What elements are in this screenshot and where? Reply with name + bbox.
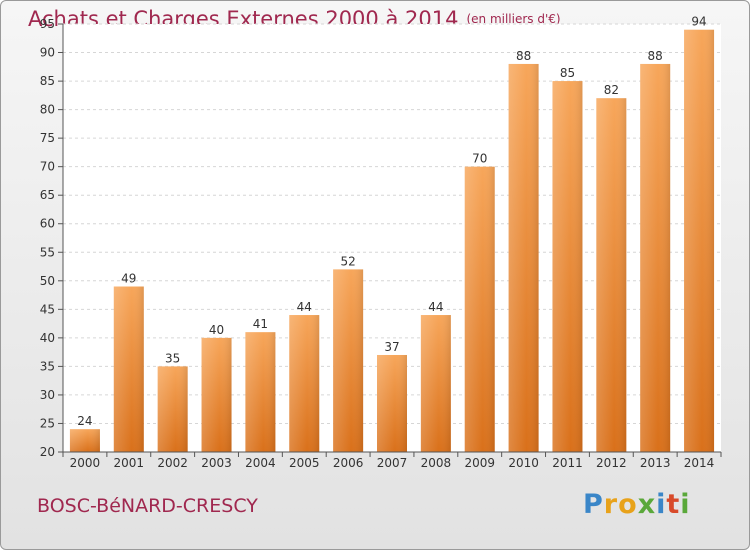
bar-value-label: 82 (604, 83, 619, 97)
x-tick-label: 2008 (421, 456, 452, 470)
y-tick-label: 95 (40, 17, 55, 31)
bar-shade (69, 429, 100, 452)
bar-value-label: 88 (648, 49, 663, 63)
x-tick-label: 2007 (377, 456, 408, 470)
y-tick-label: 60 (40, 217, 55, 231)
bar-shade (552, 81, 583, 453)
y-tick-label: 45 (40, 302, 55, 316)
y-tick-label: 75 (40, 131, 55, 145)
y-tick-label: 30 (40, 388, 55, 402)
x-tick-label: 2003 (201, 456, 232, 470)
x-tick-label: 2004 (245, 456, 276, 470)
logo-letter: i (680, 489, 691, 520)
proxiti-logo: Proxiti (583, 489, 691, 520)
y-tick-label: 50 (40, 274, 55, 288)
bar-shade (157, 366, 188, 452)
axes: 20 25 30 35 40 45 50 55 60 65 70 75 80 85 90 95 2000 2001… (40, 17, 722, 470)
bar-value-label: 94 (691, 15, 706, 29)
bar-shade (113, 286, 144, 452)
bar-value-label: 85 (560, 66, 575, 80)
bar-shade (684, 29, 715, 453)
logo-letter: o (618, 489, 638, 520)
y-tick-label: 25 (40, 416, 55, 430)
logo-letter: x (637, 489, 657, 520)
bar-value-label: 70 (472, 152, 487, 166)
y-tick-label: 35 (40, 359, 55, 373)
y-tick-label: 85 (40, 74, 55, 88)
bars: 24 49 35 40 41 44 52 37 44 70 88 85 82 88 94 (69, 15, 715, 453)
x-tick-label: 2009 (464, 456, 495, 470)
bar-shade (377, 354, 407, 452)
bar-shade (245, 332, 276, 452)
x-tick-label: 2000 (70, 456, 101, 470)
logo-letter: t (666, 489, 681, 520)
bar-value-label: 52 (340, 254, 355, 268)
bar-shade (333, 269, 364, 452)
y-tick-label: 55 (40, 245, 55, 259)
bar-shade (289, 315, 320, 452)
x-tick-label: 2012 (596, 456, 627, 470)
bar-shade (640, 63, 671, 453)
bar-value-label: 88 (516, 49, 531, 63)
bar-value-label: 40 (209, 323, 224, 337)
logo-letter: r (603, 489, 619, 520)
bar-shade (201, 337, 232, 452)
bar-value-label: 44 (297, 300, 312, 314)
x-tick-label: 2011 (552, 456, 583, 470)
y-tick-label: 65 (40, 188, 55, 202)
bar-shade (508, 63, 539, 453)
bar-value-label: 44 (428, 300, 443, 314)
y-tick-label: 80 (40, 103, 55, 117)
bar-value-label: 24 (77, 414, 92, 428)
bar-value-label: 41 (253, 317, 268, 331)
bar-shade (420, 315, 451, 452)
y-tick-label: 90 (40, 46, 55, 60)
bar-shade (464, 166, 495, 452)
x-tick-label: 2006 (333, 456, 364, 470)
x-tick-label: 2002 (157, 456, 188, 470)
y-tick-label: 40 (40, 331, 55, 345)
bar-value-label: 49 (121, 272, 136, 286)
chart-subtitle: (en milliers d'€) (466, 12, 561, 26)
logo-letter: i (656, 489, 667, 520)
bar-value-label: 37 (384, 340, 399, 354)
bar-value-label: 35 (165, 351, 180, 365)
town-name: BOSC-BéNARD-CRESCY (37, 495, 258, 517)
logo-letter: P (583, 489, 604, 520)
bar-shade (596, 98, 627, 452)
y-tick-label: 20 (40, 445, 55, 459)
x-tick-label: 2013 (640, 456, 671, 470)
x-tick-label: 2001 (114, 456, 145, 470)
x-tick-label: 2005 (289, 456, 320, 470)
y-tick-label: 70 (40, 160, 55, 174)
x-tick-label: 2014 (684, 456, 715, 470)
x-tick-label: 2010 (508, 456, 539, 470)
